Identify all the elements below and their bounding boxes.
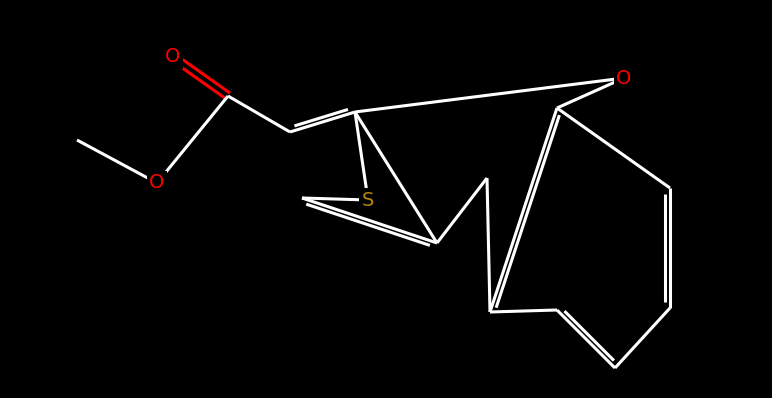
Text: O: O	[149, 174, 164, 193]
Text: O: O	[165, 47, 181, 66]
Text: O: O	[616, 68, 631, 88]
Text: S: S	[362, 191, 374, 209]
Text: S: S	[362, 191, 374, 209]
Text: O: O	[616, 68, 631, 88]
Text: O: O	[165, 47, 181, 66]
Text: O: O	[149, 174, 164, 193]
